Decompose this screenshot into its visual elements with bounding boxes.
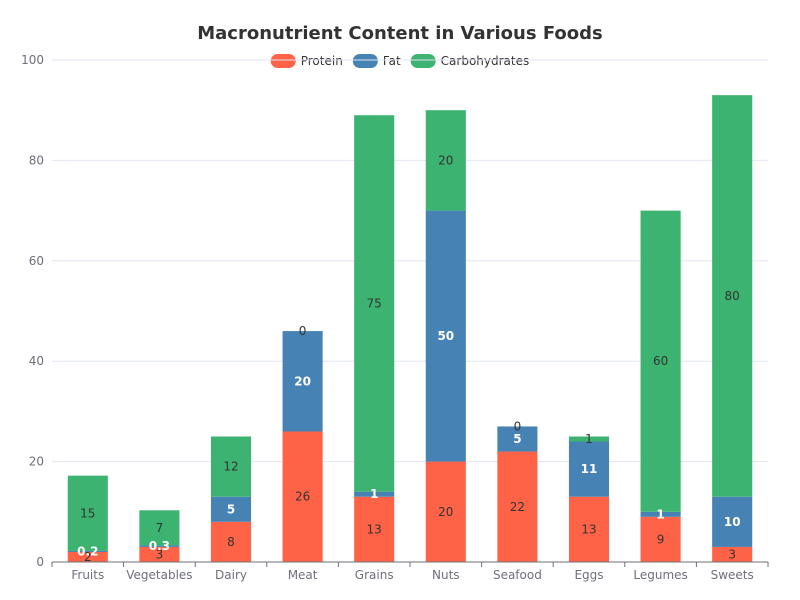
bar-carbohydrates-nuts[interactable]	[425, 110, 466, 211]
y-tick-label: 60	[29, 254, 44, 268]
x-tick-label: Vegetables	[126, 568, 192, 582]
bar-fat-seafood[interactable]	[497, 426, 538, 452]
bar-fat-nuts[interactable]	[425, 210, 466, 462]
x-tick-label: Grains	[355, 568, 394, 582]
chart-title: Macronutrient Content in Various Foods	[197, 23, 602, 44]
bar-protein-legumes[interactable]	[640, 516, 681, 562]
data-label-fat-dairy: 5	[227, 502, 235, 516]
bar-carbohydrates-sweets[interactable]	[712, 95, 753, 497]
legend-label: Carbohydrates	[441, 54, 530, 68]
legend-item-protein[interactable]: Protein	[270, 54, 343, 68]
data-label-fat-fruits: 0.2	[77, 544, 98, 558]
x-tick-label: Dairy	[215, 568, 247, 582]
y-tick-label: 20	[29, 455, 44, 469]
legend-swatch	[410, 54, 436, 68]
bar-fat-vegetables[interactable]	[139, 545, 180, 547]
data-label-carbohydrates-legumes: 60	[653, 354, 668, 368]
data-label-fat-meat: 20	[294, 374, 311, 388]
bar-carbohydrates-legumes[interactable]	[640, 210, 681, 512]
legend-item-carbohydrates[interactable]: Carbohydrates	[410, 54, 530, 68]
bar-fat-legumes[interactable]	[640, 511, 681, 517]
y-tick-label: 0	[36, 555, 44, 569]
data-label-protein-grains: 13	[367, 522, 382, 536]
data-label-fat-seafood: 5	[513, 432, 521, 446]
bar-fat-eggs[interactable]	[568, 441, 610, 497]
data-labels: 20.21530.3785122620013175205020225013111…	[77, 153, 740, 564]
data-label-protein-seafood: 22	[510, 500, 525, 514]
data-label-carbohydrates-vegetables: 7	[156, 521, 164, 535]
x-tick-label: Nuts	[432, 568, 460, 582]
y-tick-label: 80	[29, 153, 44, 167]
data-label-protein-fruits: 2	[84, 550, 92, 564]
bar-protein-vegetables[interactable]	[139, 546, 180, 562]
data-label-carbohydrates-grains: 75	[367, 296, 382, 310]
bar-fat-meat[interactable]	[282, 331, 323, 432]
legend-swatch	[352, 54, 378, 68]
bar-protein-dairy[interactable]	[210, 521, 252, 562]
x-tick-label: Sweets	[711, 568, 754, 582]
y-axis: 0 20 40 60 80 100	[21, 53, 44, 569]
data-label-fat-vegetables: 0.3	[149, 539, 170, 553]
x-axis: Fruits Vegetables Dairy Meat Grains Nuts Seafo…	[51, 561, 769, 582]
bar-protein-grains[interactable]	[354, 496, 395, 562]
data-label-protein-sweets: 3	[728, 547, 736, 561]
data-label-carbohydrates-seafood: 0	[514, 419, 522, 433]
data-label-carbohydrates-dairy: 12	[223, 460, 238, 474]
bar-fat-dairy[interactable]	[210, 496, 252, 522]
data-label-carbohydrates-eggs: 1	[585, 432, 593, 446]
bar-carbohydrates-dairy[interactable]	[210, 436, 252, 497]
data-label-fat-grains: 1	[370, 487, 378, 501]
data-label-carbohydrates-nuts: 20	[438, 153, 453, 167]
bar-protein-nuts[interactable]	[425, 461, 466, 562]
bar-fat-sweets[interactable]	[712, 496, 753, 547]
data-label-carbohydrates-fruits: 15	[80, 506, 95, 520]
legend-label: Fat	[383, 54, 401, 68]
bar-carbohydrates-eggs[interactable]	[568, 436, 610, 442]
x-tick-label: Seafood	[493, 568, 542, 582]
data-label-fat-sweets: 10	[724, 515, 741, 529]
bar-protein-sweets[interactable]	[712, 546, 753, 562]
x-tick-label: Meat	[288, 568, 318, 582]
data-label-fat-eggs: 11	[581, 462, 598, 476]
bar-fat-fruits[interactable]	[67, 550, 108, 552]
data-label-carbohydrates-meat: 0	[299, 324, 307, 338]
bar-carbohydrates-vegetables[interactable]	[139, 510, 180, 546]
data-label-carbohydrates-sweets: 80	[725, 289, 740, 303]
bar-carbohydrates-fruits[interactable]	[67, 475, 108, 551]
data-label-protein-vegetables: 3	[156, 547, 164, 561]
data-label-protein-dairy: 8	[227, 535, 235, 549]
y-tick-label: 40	[29, 354, 44, 368]
bar-fat-grains[interactable]	[354, 491, 395, 497]
bar-protein-seafood[interactable]	[497, 451, 538, 562]
bar-protein-meat[interactable]	[282, 431, 323, 562]
x-tick-label: Fruits	[71, 568, 104, 582]
y-tick-label: 100	[21, 53, 44, 67]
data-label-fat-legumes: 1	[656, 507, 664, 521]
legend-item-fat[interactable]: Fat	[352, 54, 401, 68]
bar-series	[67, 95, 753, 562]
data-label-protein-eggs: 13	[581, 522, 596, 536]
x-tick-label: Eggs	[574, 568, 603, 582]
data-label-fat-nuts: 50	[437, 329, 454, 343]
legend: Protein Fat Carbohydrates	[270, 54, 530, 68]
data-label-protein-legumes: 9	[657, 532, 665, 546]
x-tick-label: Legumes	[633, 568, 687, 582]
bar-protein-eggs[interactable]	[568, 496, 610, 562]
bar-carbohydrates-grains[interactable]	[354, 115, 395, 492]
legend-swatch	[270, 54, 296, 68]
legend-label: Protein	[301, 54, 343, 68]
data-label-protein-nuts: 20	[438, 505, 453, 519]
data-label-protein-meat: 26	[295, 490, 310, 504]
bar-protein-fruits[interactable]	[67, 551, 108, 562]
